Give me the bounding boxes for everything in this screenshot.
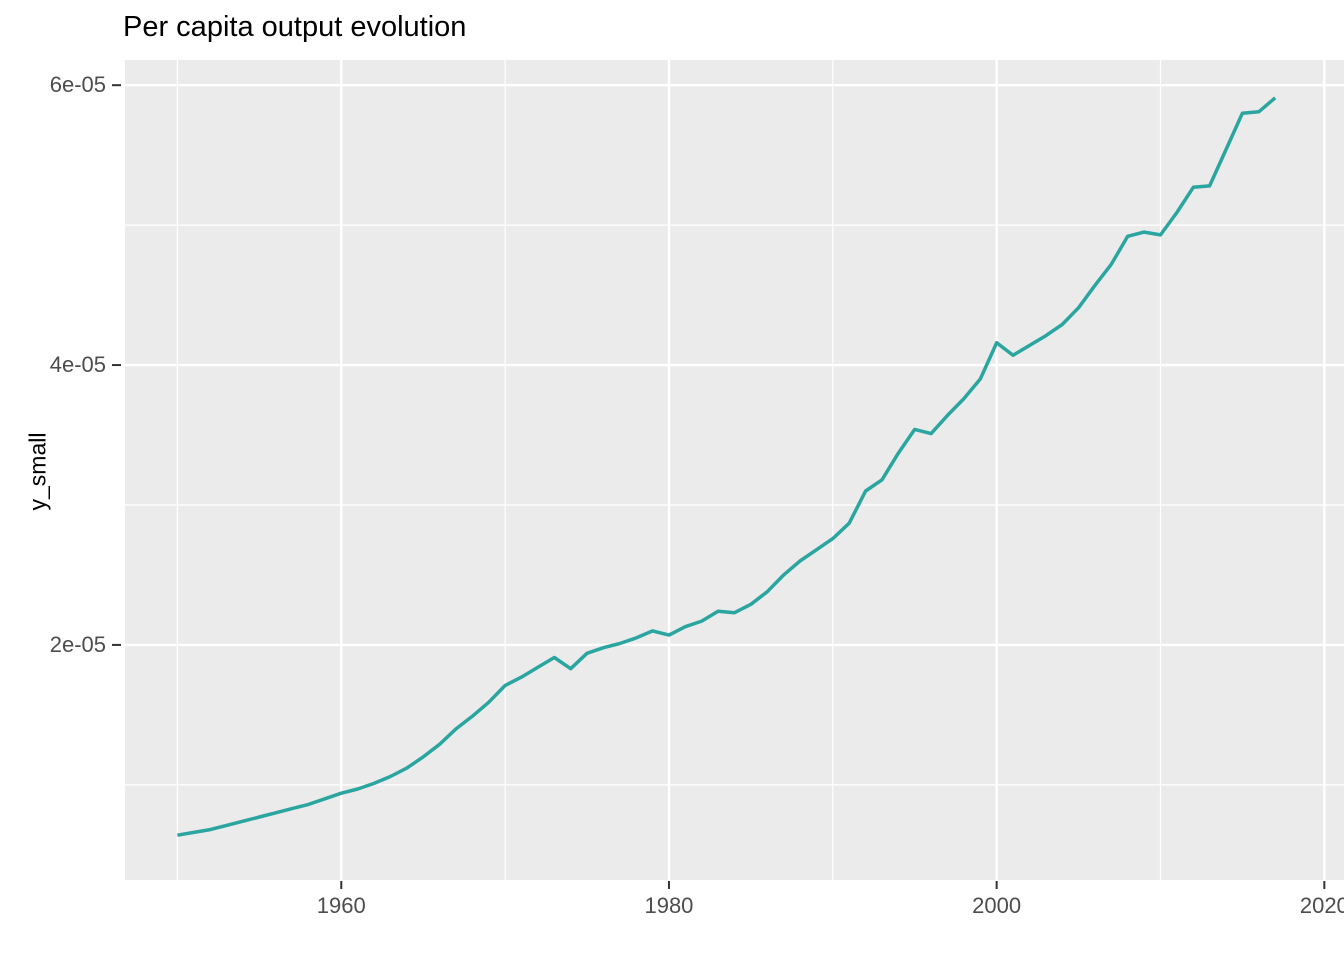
x-tick-label: 2020 [1299, 893, 1344, 918]
chart-title: Per capita output evolution [123, 11, 467, 43]
y-tick-label: 2e-05 [49, 631, 106, 657]
x-tick-label: 1960 [316, 893, 366, 918]
y-tick-label: 4e-05 [49, 352, 106, 378]
panel-background [125, 60, 1344, 880]
y-tick-label: 6e-05 [49, 72, 106, 98]
data-series-line [177, 96, 1277, 837]
x-tick-label: 2000 [972, 893, 1022, 918]
x-tick-label: 1980 [644, 893, 694, 918]
